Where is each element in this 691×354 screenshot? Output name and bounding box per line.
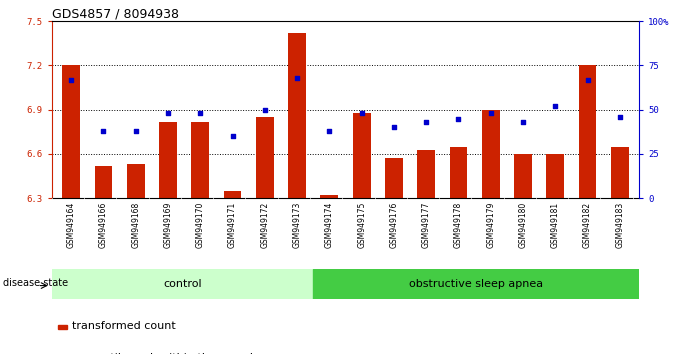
Text: GSM949177: GSM949177 (422, 202, 430, 248)
Point (130, 128, 141, 134)
Bar (321, 195, 338, 198)
Text: GSM949170: GSM949170 (196, 202, 205, 248)
Point (195, 110, 206, 116)
Bar (353, 113, 370, 198)
Point (550, 103, 561, 109)
Text: percentile rank within the sample: percentile rank within the sample (73, 353, 261, 354)
Text: GSM949174: GSM949174 (325, 202, 334, 248)
Text: GSM949179: GSM949179 (486, 202, 495, 248)
Text: GSM949181: GSM949181 (551, 202, 560, 248)
Bar (256, 117, 274, 198)
Point (292, 75, 303, 81)
Bar (57, 325, 66, 329)
Bar (191, 121, 209, 198)
Text: obstructive sleep apnea: obstructive sleep apnea (409, 279, 543, 289)
FancyBboxPatch shape (313, 269, 639, 299)
Text: GSM949172: GSM949172 (261, 202, 269, 248)
Bar (385, 158, 403, 198)
Text: GDS4857 / 8094938: GDS4857 / 8094938 (52, 7, 179, 20)
Text: GSM949183: GSM949183 (615, 202, 624, 248)
Bar (62, 65, 80, 198)
Point (227, 133, 238, 139)
Text: GSM949171: GSM949171 (228, 202, 237, 248)
FancyBboxPatch shape (52, 269, 313, 299)
Text: control: control (163, 279, 202, 289)
Point (98, 128, 109, 134)
Point (324, 128, 335, 134)
Point (388, 125, 399, 130)
Point (421, 119, 432, 125)
Point (453, 116, 464, 121)
Bar (288, 33, 306, 198)
Point (518, 119, 529, 125)
Bar (611, 147, 629, 198)
Point (356, 110, 367, 116)
Bar (482, 110, 500, 198)
Bar (159, 121, 177, 198)
Text: GSM949176: GSM949176 (390, 202, 399, 248)
Text: GSM949175: GSM949175 (357, 202, 366, 248)
Text: GSM949182: GSM949182 (583, 202, 592, 248)
Bar (578, 65, 596, 198)
Text: transformed count: transformed count (73, 321, 176, 331)
Point (162, 110, 173, 116)
Point (66, 77, 77, 82)
Text: GSM949169: GSM949169 (164, 202, 173, 248)
Text: GSM949164: GSM949164 (67, 202, 76, 248)
Text: GSM949166: GSM949166 (99, 202, 108, 248)
Point (259, 107, 270, 113)
Bar (127, 164, 144, 198)
Text: GSM949168: GSM949168 (131, 202, 140, 248)
Bar (514, 154, 532, 198)
Bar (224, 191, 241, 198)
Bar (547, 154, 564, 198)
Text: GSM949180: GSM949180 (518, 202, 527, 248)
Bar (95, 166, 113, 198)
Text: GSM949173: GSM949173 (292, 202, 301, 248)
Point (582, 77, 593, 82)
Text: GSM949178: GSM949178 (454, 202, 463, 248)
Text: disease state: disease state (3, 278, 68, 287)
Bar (417, 149, 435, 198)
Point (485, 110, 496, 116)
Point (614, 114, 625, 120)
Bar (450, 147, 467, 198)
